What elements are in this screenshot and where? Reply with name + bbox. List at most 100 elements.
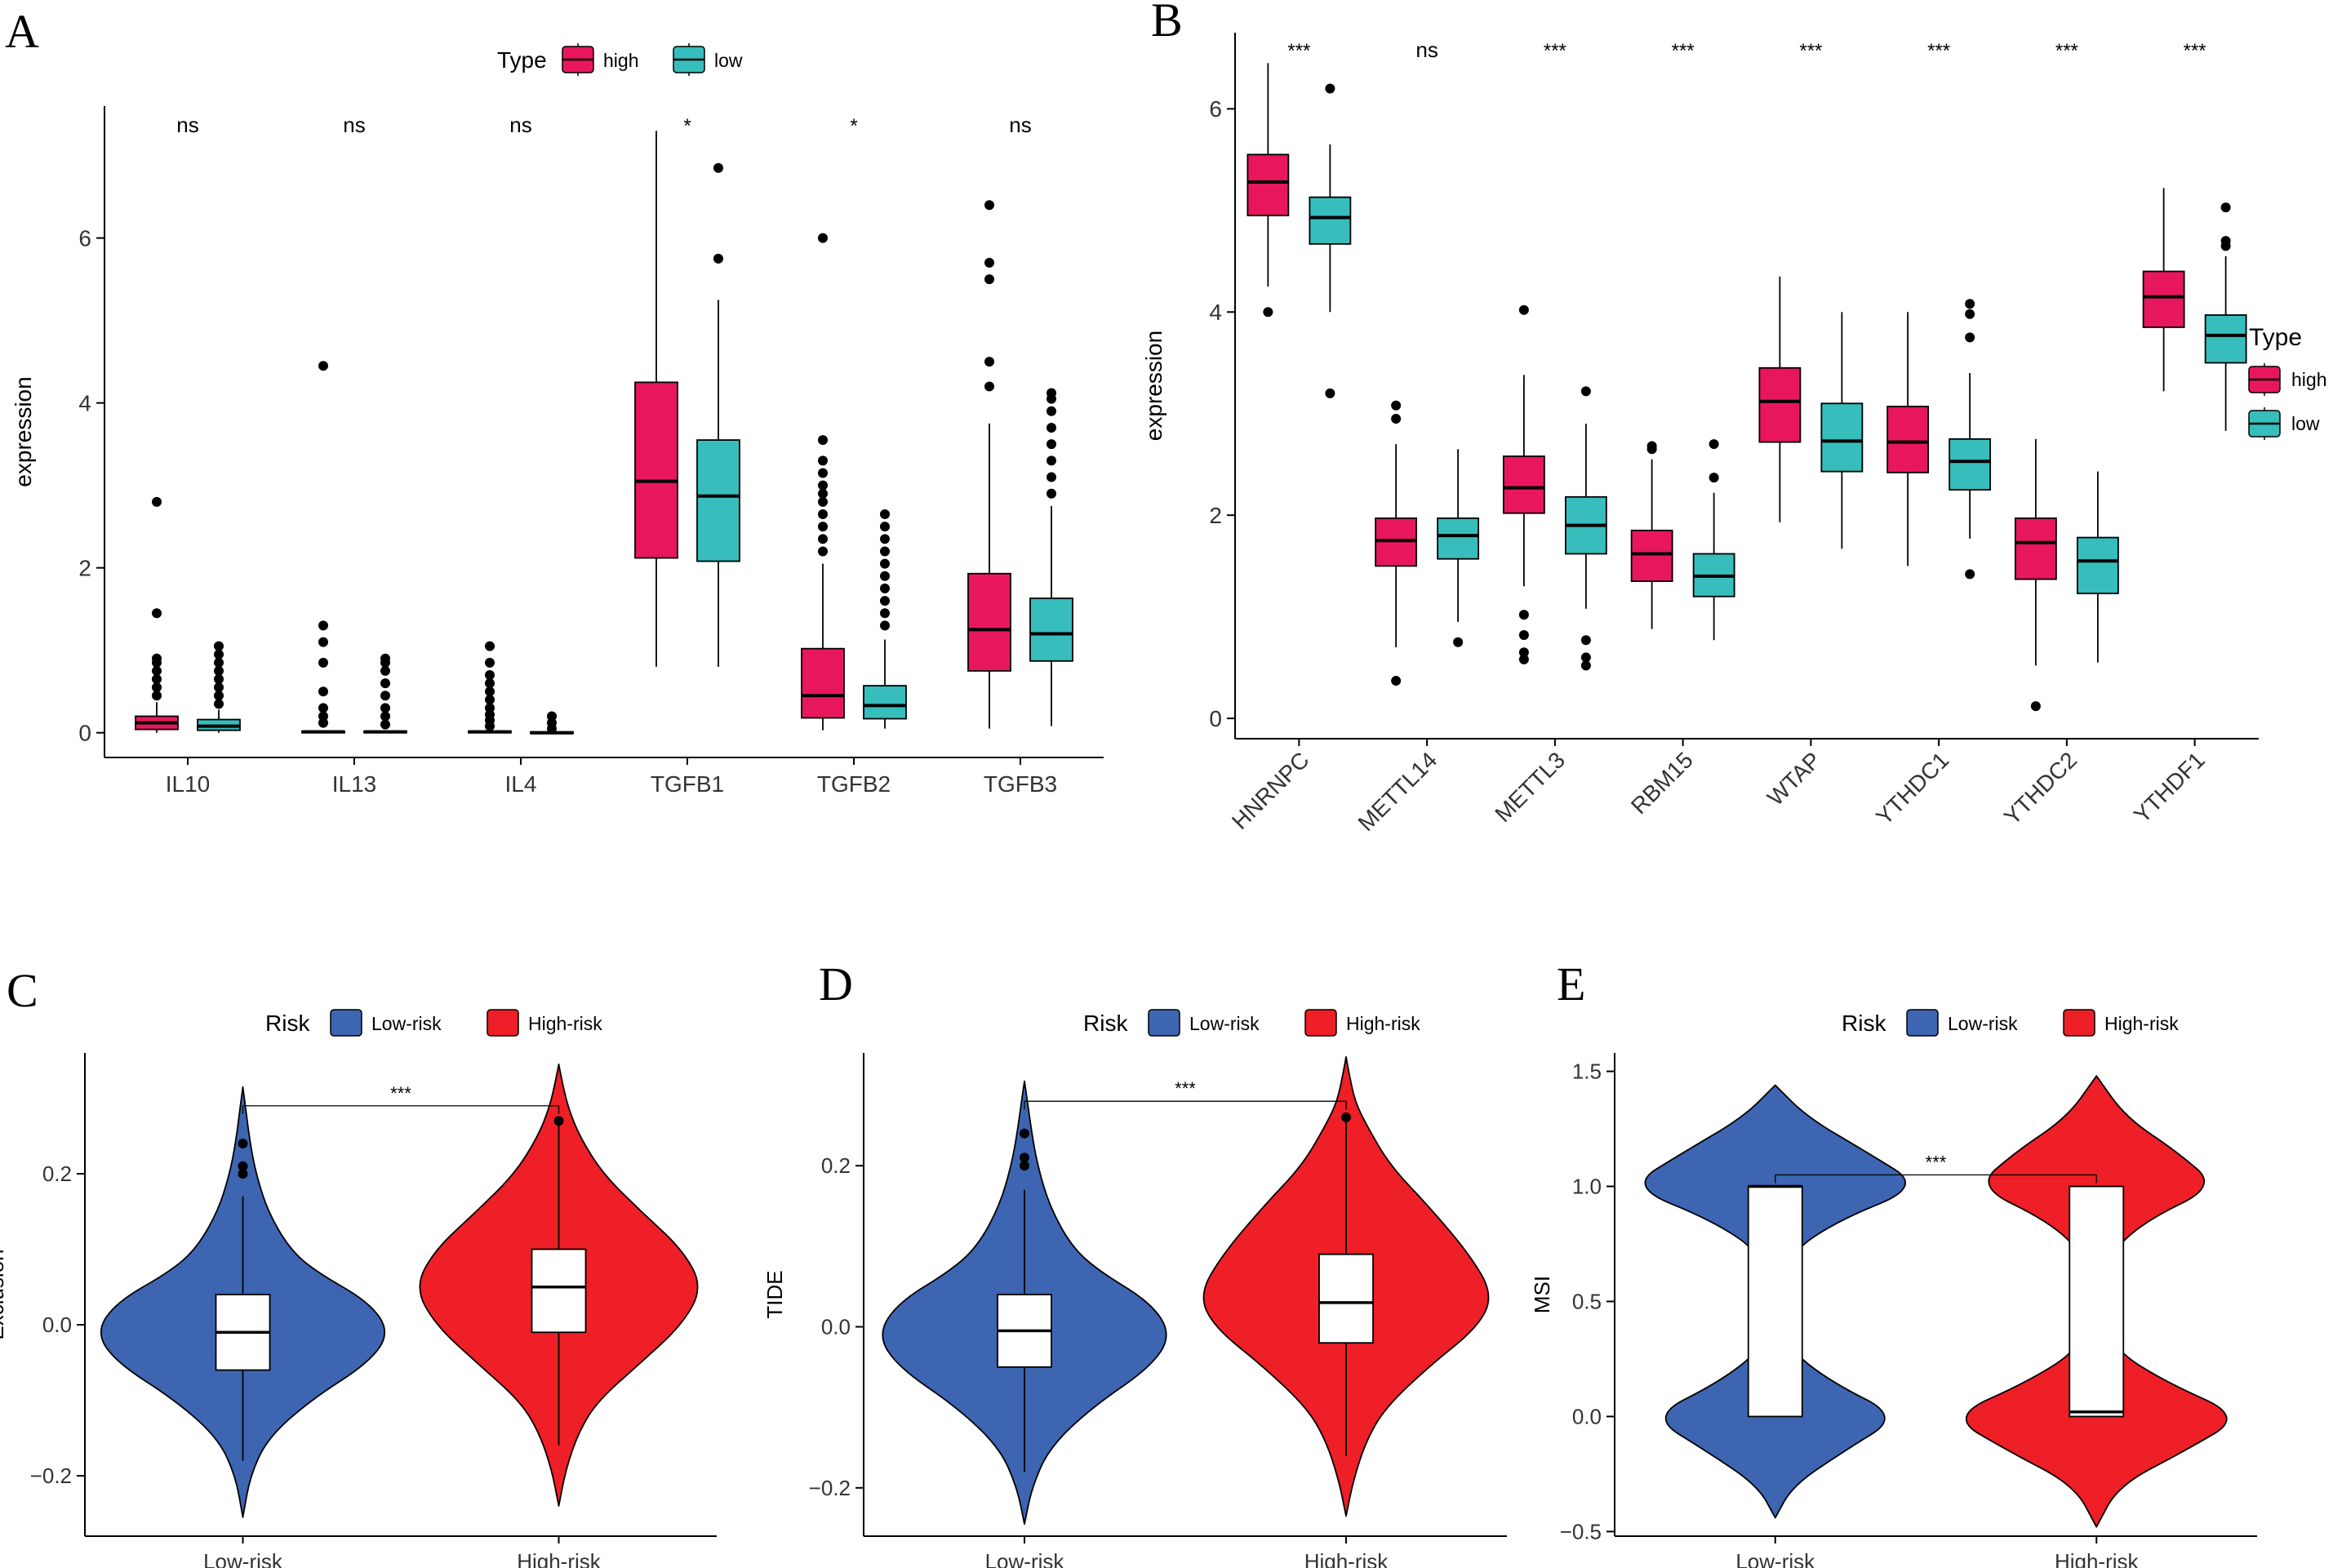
violin-box <box>2069 1185 2125 1418</box>
box-low-mettl14 <box>1437 449 1480 647</box>
box-outlier-point <box>818 534 828 544</box>
box-outlier-point <box>1047 439 1056 450</box>
y-axis-title: expression <box>11 376 36 486</box>
legend-key-high-risk <box>2063 1009 2095 1037</box>
legend-entry-high: high <box>2291 369 2326 390</box>
y-axis-title: expression <box>1141 331 1166 441</box>
box-outlier-point <box>1453 637 1464 647</box>
box-low-tgfb3 <box>1029 388 1073 726</box>
box-high-ythdc2 <box>2014 438 2057 712</box>
box-outlier-point <box>485 695 495 705</box>
box-outlier-point <box>214 699 224 709</box>
box-outlier-point <box>1580 660 1591 671</box>
box-outlier-point <box>1518 610 1529 620</box>
box-high-mettl14 <box>1375 400 1418 686</box>
violin-box <box>1318 1253 1374 1344</box>
box-body <box>1246 153 1290 216</box>
violin-high-risk <box>1202 1056 1490 1517</box>
significance-label: * <box>683 115 691 137</box>
box-body <box>2142 270 2185 328</box>
legend-swatch-high-risk <box>2063 1009 2095 1037</box>
box-outlier-point <box>1580 386 1591 397</box>
box-outlier-point <box>880 596 890 606</box>
x-tick-label-il10: IL10 <box>166 771 211 797</box>
violin-low-risk <box>882 1080 1167 1526</box>
y-tick-label: 1.0 <box>1572 1175 1602 1199</box>
legend-entry-high-risk: High-risk <box>2104 1013 2179 1034</box>
box-outlier-point <box>984 257 994 268</box>
box-high-ythdf1 <box>2142 188 2185 392</box>
legend-key-high <box>2248 363 2281 396</box>
y-axis-title: Exclusion <box>0 1249 8 1339</box>
box-outlier-point <box>1518 304 1529 315</box>
violin-high-risk <box>1965 1075 2228 1528</box>
x-tick-label-wtap: WTAP <box>1762 747 1826 811</box>
legend-key-low <box>2248 407 2281 440</box>
box-outlier-point <box>318 703 328 713</box>
chart-panel-a: 0 2 4 6 expression IL10 ns IL13 ns IL4 ns TGFB1 * TGF… <box>11 43 1104 797</box>
box-low-tgfb1 <box>696 162 740 667</box>
significance-label: *** <box>1175 1078 1196 1099</box>
y-tick-label: 0.0 <box>42 1313 72 1337</box>
y-tick-label: −0.2 <box>30 1464 72 1488</box>
box-body <box>863 685 907 720</box>
box-high-tgfb1 <box>634 131 678 667</box>
box-body <box>2204 314 2247 364</box>
y-tick-label: 0.2 <box>42 1162 72 1186</box>
box-high-hnrnpc <box>1246 63 1290 318</box>
x-tick-label-ythdc1: YTHDC1 <box>1871 747 1953 829</box>
box-outlier-point <box>1263 307 1273 318</box>
box-high-mettl3 <box>1502 304 1545 664</box>
box-high-ythdc1 <box>1886 312 1930 566</box>
box-outlier-point <box>880 546 890 557</box>
y-tick-label: 6 <box>78 225 91 251</box>
box-outlier-point <box>1325 388 1335 398</box>
y-tick-label: 0.5 <box>1572 1290 1602 1314</box>
box-outlier-point <box>818 509 828 520</box>
box-outlier-point <box>1646 441 1657 451</box>
box-outlier-point <box>1965 332 1975 343</box>
box-body <box>801 647 845 719</box>
box-outlier-point <box>214 691 224 701</box>
significance-label: *** <box>2184 40 2206 62</box>
box-outlier-point <box>214 665 224 676</box>
box-outlier-point <box>1047 406 1056 416</box>
box-body <box>967 572 1011 672</box>
legend-key-low-risk <box>1148 1009 1180 1037</box>
x-tick-label-hnrnpc: HNRNPC <box>1227 747 1314 834</box>
y-tick-label: 0.0 <box>1572 1405 1602 1429</box>
x-tick-label-mettl14: METTL14 <box>1353 747 1442 836</box>
chart-panel-d: −0.2 0.0 0.2 TIDE Low-risk High-risk *** Risk Lo… <box>762 1009 1507 1568</box>
legend-entry-low: low <box>2291 413 2320 434</box>
box-outlier-point <box>485 669 495 680</box>
legend-key-low-risk <box>330 1009 362 1037</box>
box-body <box>1630 529 1673 582</box>
y-tick-label: −0.2 <box>809 1476 851 1500</box>
panel-label-a: A <box>5 5 39 58</box>
box-outlier-point <box>152 682 162 693</box>
box-outlier-point <box>1709 439 1719 450</box>
box-outlier-point <box>713 253 723 264</box>
box-outlier-point <box>1391 676 1402 686</box>
legend-swatch-low-risk <box>1906 1009 1939 1037</box>
box-outlier-point <box>547 711 557 722</box>
box-outlier-point <box>880 620 890 631</box>
violin-outlier-point <box>238 1161 248 1171</box>
x-tick-label-high-risk: High-risk <box>1304 1549 1389 1568</box>
box-outlier-point <box>318 686 328 697</box>
box-body <box>1758 366 1802 443</box>
significance-label: *** <box>1287 40 1310 62</box>
box-outlier-point <box>318 657 328 668</box>
y-tick-label: 0 <box>1209 706 1222 731</box>
violin-low-risk <box>100 1086 386 1518</box>
box-outlier-point <box>380 719 390 730</box>
box-outlier-point <box>984 381 994 392</box>
y-tick-label: 0.2 <box>821 1153 851 1178</box>
box-outlier-point <box>984 274 994 285</box>
legend-key-low-risk <box>1906 1009 1939 1037</box>
x-tick-label-low-risk: Low-risk <box>203 1549 283 1568</box>
box-body <box>1949 438 1992 491</box>
box-outlier-point <box>1518 654 1529 664</box>
legend-title: Type <box>2249 324 2302 351</box>
significance-label: *** <box>1672 40 1695 62</box>
